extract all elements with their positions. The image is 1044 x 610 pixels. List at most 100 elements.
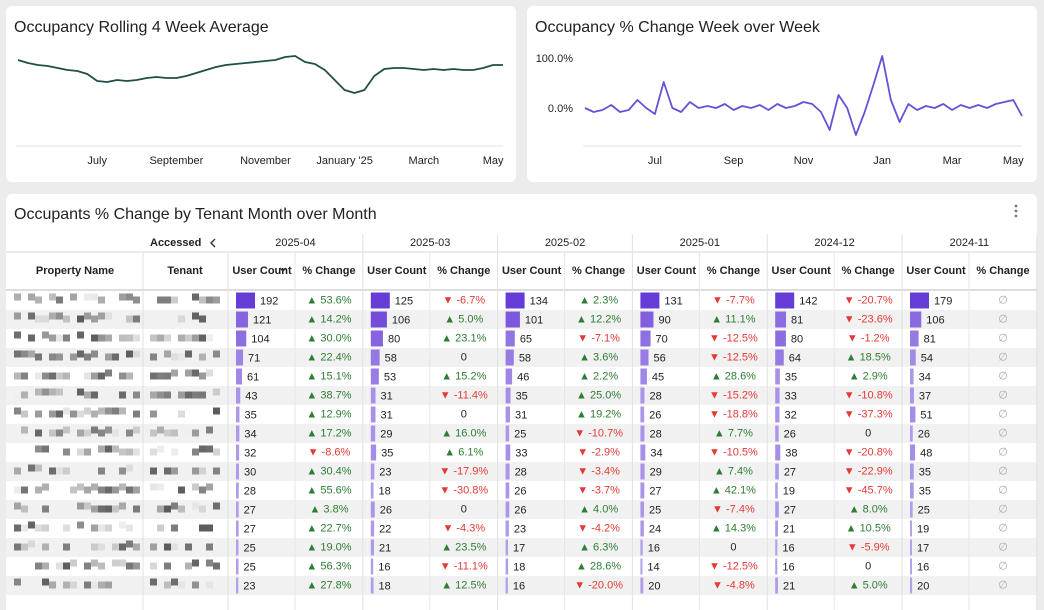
count-value: 34: [919, 371, 931, 383]
redacted-text: [119, 293, 126, 301]
redacted-text: [77, 521, 84, 529]
redacted-text: [199, 353, 206, 361]
count-bar: [640, 292, 660, 309]
redacted-text: [112, 505, 119, 513]
change-value: ▲ 2.9%: [849, 370, 888, 382]
collapse-icon[interactable]: [210, 238, 216, 248]
redacted-text: [63, 448, 70, 456]
count-bar: [505, 292, 525, 309]
redacted-text: [199, 524, 206, 532]
redacted-text: [150, 562, 157, 570]
change-value: ∅: [998, 351, 1008, 363]
sort-icon[interactable]: [279, 267, 287, 272]
redacted-text: [84, 429, 91, 437]
redacted-text: [77, 410, 84, 418]
count-bar: [505, 558, 509, 575]
count-value: 16: [917, 561, 929, 573]
redacted-text: [63, 372, 70, 380]
count-value: 35: [381, 447, 393, 459]
column-header: User Count: [232, 265, 292, 277]
count-bar: [640, 520, 644, 537]
redacted-text: [178, 391, 185, 399]
change-value: ▲ 5.0%: [444, 313, 483, 325]
redacted-text: [14, 391, 21, 399]
change-value: ▲ 23.1%: [441, 332, 486, 344]
count-bar: [640, 463, 645, 480]
redacted-text: [206, 483, 213, 491]
count-bar: [505, 463, 510, 480]
count-bar: [640, 406, 645, 423]
count-bar: [236, 292, 255, 309]
redacted-text: [199, 467, 206, 475]
count-value: 37: [919, 390, 931, 402]
redacted-text: [70, 410, 77, 418]
redacted-text: [105, 505, 112, 513]
column-header: Tenant: [167, 265, 203, 277]
count-bar: [236, 387, 241, 404]
count-bar: [505, 444, 511, 461]
change-value: ▼ -45.7%: [844, 484, 893, 496]
count-bar: [775, 539, 778, 556]
change-value: ∅: [998, 579, 1008, 591]
redacted-text: [49, 410, 56, 418]
count-bar: [505, 501, 510, 518]
redacted-text: [164, 581, 171, 589]
redacted-text: [56, 372, 63, 380]
count-value: 26: [649, 409, 661, 421]
change-value: ▲ 3.6%: [579, 351, 618, 363]
redacted-text: [84, 353, 91, 361]
redacted-text: [199, 391, 206, 399]
column-header: User Count: [772, 265, 832, 277]
redacted-text: [56, 296, 63, 304]
change-value: ▼ -15.2%: [709, 389, 758, 401]
redacted-text: [14, 331, 21, 339]
redacted-text: [171, 448, 178, 456]
count-bar: [775, 311, 787, 328]
redacted-text: [192, 334, 199, 342]
redacted-text: [49, 581, 56, 589]
redacted-text: [112, 429, 119, 437]
redacted-text: [213, 296, 220, 304]
count-bar: [910, 501, 913, 518]
redacted-text: [112, 353, 119, 361]
count-bar: [775, 463, 779, 480]
count-bar: [640, 444, 646, 461]
count-value: 18: [379, 485, 391, 497]
redacted-text: [77, 331, 84, 339]
change-value: ▼ -22.9%: [844, 465, 893, 477]
redacted-text: [35, 315, 42, 323]
redacted-text: [77, 448, 84, 456]
redacted-text: [178, 334, 185, 342]
count-value: 192: [260, 295, 278, 307]
change-value: ▼ -4.2%: [577, 522, 620, 534]
count-bar: [910, 292, 929, 309]
redacted-text: [105, 369, 112, 377]
redacted-text: [199, 334, 206, 342]
count-bar: [640, 577, 644, 594]
redacted-text: [35, 464, 42, 472]
count-value: 104: [251, 333, 269, 345]
redacted-text: [91, 410, 98, 418]
count-value: 16: [378, 561, 390, 573]
menu-icon[interactable]: [1014, 204, 1018, 218]
column-header: % Change: [842, 265, 895, 277]
count-value: 121: [253, 314, 271, 326]
redacted-text: [70, 353, 77, 361]
redacted-text: [119, 543, 126, 551]
redacted-text: [21, 524, 28, 532]
redacted-text: [206, 581, 213, 589]
redacted-text: [84, 312, 91, 320]
chart-title: Occupancy % Change Week over Week: [535, 19, 821, 36]
count-bar: [370, 330, 383, 347]
x-tick-label: May: [483, 155, 504, 167]
count-value: 25: [243, 561, 255, 573]
change-value: ▼ -3.7%: [577, 484, 620, 496]
count-bar: [775, 501, 779, 518]
redacted-text: [199, 486, 206, 494]
count-bar: [640, 349, 649, 366]
redacted-text: [77, 502, 84, 510]
count-value: 28: [649, 428, 661, 440]
count-value: 25: [918, 504, 930, 516]
redacted-text: [35, 410, 42, 418]
